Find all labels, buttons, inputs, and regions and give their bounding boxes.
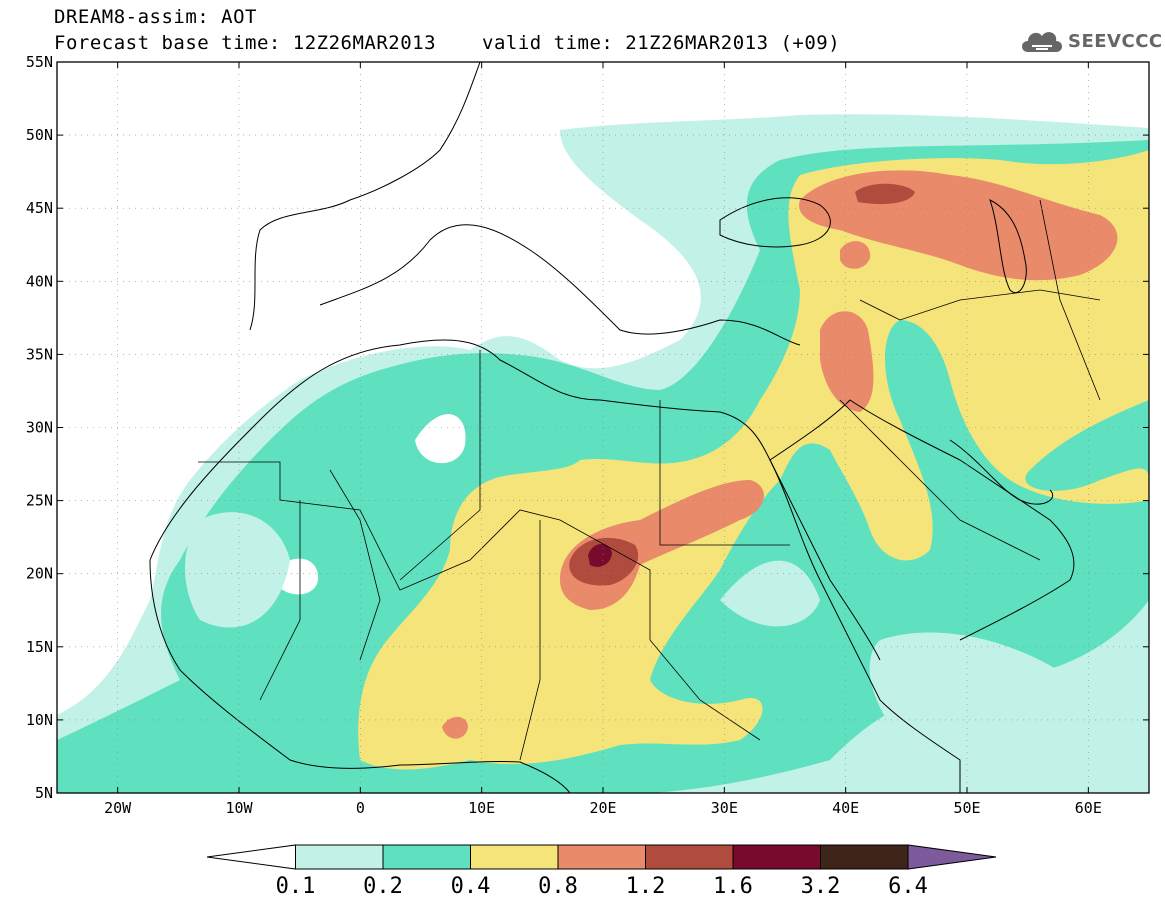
aot-contour-0.8e: [442, 716, 468, 739]
colorbar-box: [820, 844, 909, 870]
lon-label: 40E: [832, 799, 859, 817]
aot-field: [57, 62, 1149, 793]
colorbar-box: [645, 844, 734, 870]
lon-label: 50E: [953, 799, 980, 817]
arabia-coast: [769, 399, 1075, 641]
west-africa-coast: [149, 559, 571, 793]
lat-label: 5N: [35, 784, 53, 802]
colorbar-label: 0.2: [363, 874, 403, 899]
lat-label: 35N: [26, 345, 53, 363]
cloud-icon: [1022, 32, 1062, 52]
colorbar-label: 0.1: [276, 874, 316, 899]
aot-contour-0.4: [358, 150, 1149, 770]
longitude-labels: 20W 10W 0 10E 20E 30E 40E 50E 60E: [104, 799, 1102, 817]
aot-hole-3: [185, 512, 290, 628]
lat-label: 45N: [26, 199, 53, 217]
lat-label: 50N: [26, 126, 53, 144]
africa-coastline: [149, 339, 961, 793]
logo-text: SEEVCCC: [1068, 31, 1163, 52]
lon-label: 10E: [468, 799, 495, 817]
aot-contour-0.8c: [820, 311, 874, 412]
aot-contour-0.8d: [840, 241, 871, 269]
aot-hole-4: [720, 560, 820, 627]
coastlines: [149, 62, 1075, 793]
lon-label: 10W: [225, 799, 253, 817]
graticule: [57, 62, 1149, 793]
forecast-base-time: Forecast base time: 12Z26MAR2013: [54, 32, 437, 54]
mediterranean-north: [319, 224, 801, 346]
colorbar-box: [732, 844, 821, 870]
aot-hole-5: [869, 632, 1100, 757]
colorbar-box: [470, 844, 559, 870]
lat-label: 10N: [26, 711, 53, 729]
colorbar: [206, 844, 997, 870]
latitude-labels: 55N 50N 45N 40N 35N 30N 25N 20N 15N 10N 5N: [26, 53, 53, 802]
lat-label: 40N: [26, 272, 53, 290]
colorbar-label: 1.6: [713, 874, 753, 899]
lon-label: 0: [356, 799, 365, 817]
colorbar-arrow-low: [206, 844, 296, 870]
caspian-sea: [989, 199, 1027, 293]
borders: [198, 199, 1101, 761]
valid-time: valid time: 21Z26MAR2013 (+09): [482, 32, 841, 54]
seevccc-logo: SEEVCCC: [1018, 24, 1162, 58]
aot-hole-1: [415, 414, 466, 464]
aot-contour-1.2b: [855, 183, 915, 205]
lon-label: 30E: [711, 799, 738, 817]
colorbar-labels: 0.1 0.2 0.4 0.8 1.2 1.6 3.2 6.4: [276, 874, 928, 899]
colorbar-box: [382, 844, 471, 870]
lat-label: 20N: [26, 565, 53, 583]
lat-label: 30N: [26, 419, 53, 437]
europe-coast: [249, 62, 481, 331]
black-sea: [719, 197, 831, 248]
lat-label: 55N: [26, 53, 53, 71]
colorbar-label: 1.2: [626, 874, 666, 899]
lon-label: 60E: [1075, 799, 1102, 817]
chart-title: DREAM8-assim: AOT: [54, 6, 257, 28]
axis-ticks: [57, 61, 1149, 794]
colorbar-box: [295, 844, 384, 870]
lon-label: 20W: [104, 799, 132, 817]
lat-label: 15N: [26, 638, 53, 656]
red-sea: [769, 459, 881, 661]
lon-label: 20E: [589, 799, 616, 817]
colorbar-label: 6.4: [888, 874, 928, 899]
lat-label: 25N: [26, 492, 53, 510]
aot-contour-1.6: [588, 544, 612, 567]
persian-gulf: [949, 439, 1053, 505]
colorbar-label: 3.2: [801, 874, 841, 899]
colorbar-label: 0.8: [538, 874, 578, 899]
colorbar-label: 0.4: [451, 874, 491, 899]
colorbar-box: [557, 844, 646, 870]
colorbar-arrow-high: [907, 844, 997, 870]
